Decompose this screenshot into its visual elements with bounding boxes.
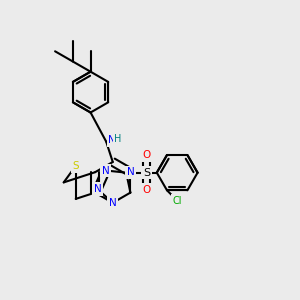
Text: H: H — [115, 134, 122, 144]
Text: Cl: Cl — [172, 196, 182, 206]
Text: N: N — [109, 198, 117, 208]
Text: S: S — [143, 168, 150, 178]
Text: O: O — [142, 150, 151, 160]
Text: S: S — [72, 161, 79, 171]
Text: N: N — [94, 184, 101, 194]
Text: N: N — [127, 167, 134, 177]
Text: N: N — [102, 166, 110, 176]
Text: O: O — [142, 185, 151, 195]
Text: N: N — [108, 135, 116, 145]
